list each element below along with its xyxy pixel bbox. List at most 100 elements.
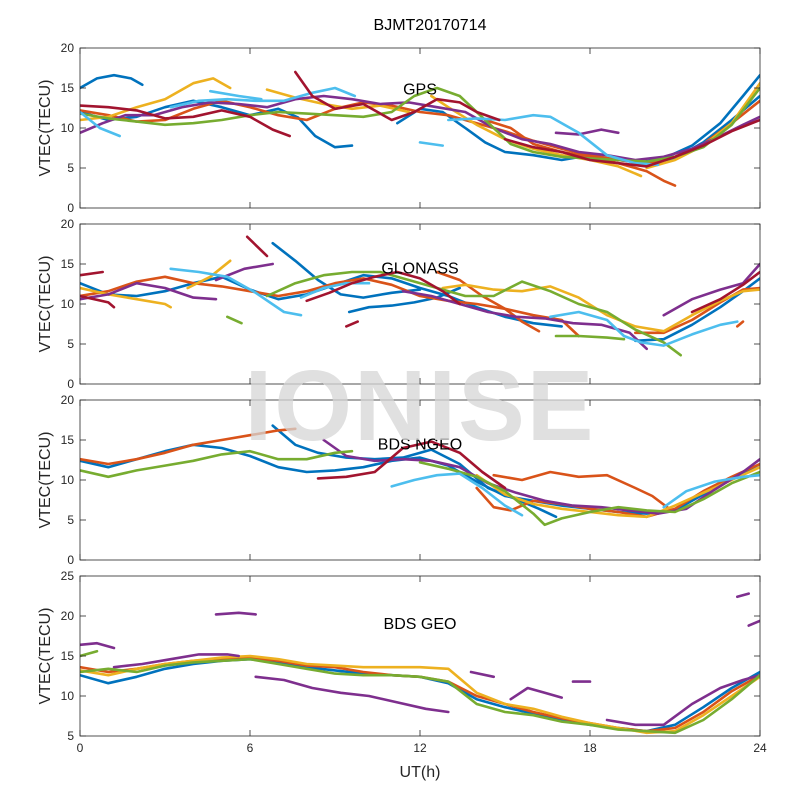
series-line (112, 653, 240, 669)
series-line (316, 440, 507, 490)
x-tick-label: 18 (583, 741, 597, 755)
y-axis-label: VTEC(TECU) (37, 608, 54, 705)
series-line (503, 118, 760, 168)
series-line (690, 270, 760, 314)
series-line (418, 461, 760, 527)
x-tick-label: 12 (413, 741, 427, 755)
y-tick-label: 5 (67, 161, 74, 175)
series-line (299, 281, 371, 299)
y-tick-label: 15 (61, 81, 75, 95)
series-line (447, 113, 660, 167)
series-line (390, 472, 524, 517)
x-tick-label: 6 (247, 741, 254, 755)
series-line (80, 649, 99, 658)
series-line (492, 470, 671, 511)
series-line (294, 70, 501, 122)
series-line (169, 86, 357, 109)
series-line (80, 657, 760, 735)
series-line (80, 110, 121, 138)
y-tick-label: 0 (67, 553, 74, 567)
y-tick-label: 15 (61, 649, 75, 663)
series-line (226, 315, 243, 325)
series-line (634, 286, 760, 335)
chart-title: BJMT20170714 (374, 17, 487, 34)
series-line (80, 104, 291, 138)
series-line (271, 241, 422, 299)
series-line (549, 310, 739, 347)
series-line (418, 141, 444, 147)
y-tick-label: 10 (61, 689, 75, 703)
series-line (662, 473, 760, 509)
series-group (80, 424, 760, 527)
series-line (430, 94, 643, 178)
panel-annotation: BDS GEO (384, 616, 457, 633)
series-line (80, 94, 760, 162)
y-tick-label: 20 (61, 217, 75, 231)
x-axis-label: UT(h) (400, 764, 441, 781)
series-line (169, 267, 303, 317)
series-group (80, 70, 760, 187)
series-line (554, 334, 626, 341)
series-line (80, 294, 116, 309)
series-line (80, 427, 297, 466)
series-line (736, 592, 750, 599)
series-line (209, 89, 263, 101)
series-group (80, 235, 760, 357)
series-line (80, 99, 354, 149)
panel-gps: 0 5 10 15 20 VTEC(TECU) (37, 41, 761, 215)
y-tick-label: 15 (61, 257, 75, 271)
plot-area (80, 224, 760, 384)
series-line (80, 449, 354, 479)
series-line (80, 654, 760, 735)
series-line (435, 270, 541, 333)
y-tick-label: 0 (67, 201, 74, 215)
series-line (80, 270, 104, 277)
y-axis-label: VTEC(TECU) (37, 256, 54, 353)
y-tick-label: 25 (61, 569, 75, 583)
series-line (80, 77, 232, 122)
series-line (483, 118, 677, 187)
series-line (747, 619, 760, 627)
series-line (186, 259, 232, 290)
y-tick-label: 10 (61, 473, 75, 487)
series-line (475, 465, 760, 519)
series-line (80, 86, 760, 163)
y-tick-label: 20 (61, 41, 75, 55)
watermark: IONISE (245, 350, 596, 462)
y-tick-label: 10 (61, 297, 75, 311)
y-tick-label: 15 (61, 433, 75, 447)
y-tick-label: 5 (67, 337, 74, 351)
series-line (345, 320, 359, 328)
y-tick-label: 20 (61, 609, 75, 623)
y-tick-label: 5 (67, 513, 74, 527)
series-group (80, 592, 760, 735)
series-line (469, 670, 495, 679)
series-line (347, 286, 461, 314)
series-line (254, 675, 450, 714)
series-line (662, 262, 760, 317)
series-line (80, 641, 116, 650)
y-tick-label: 5 (67, 729, 74, 743)
series-line (80, 73, 144, 90)
series-line (736, 320, 745, 328)
series-line (305, 270, 461, 306)
series-line (605, 673, 760, 727)
y-axis-label: VTEC(TECU) (37, 432, 54, 529)
panels: 05101520VTEC(TECU)05101520VTEC(TECU)0510… (37, 41, 767, 755)
panel-bds-ngeo: 0 5 10 15 20 VTEC(TECU) (37, 393, 761, 567)
series-line (554, 128, 620, 136)
series-line (509, 686, 563, 701)
panel-glonass: 0 5 10 15 20 VTEC(TECU) (37, 217, 761, 391)
panel-bds-geo: 0 6 12 18 24 5 10 15 20 25 VTEC(TECU) (37, 569, 767, 755)
x-tick-label: 24 (753, 741, 767, 755)
y-axis-label: VTEC(TECU) (37, 80, 54, 177)
series-line (265, 270, 682, 357)
series-line (80, 281, 218, 301)
series-line (245, 235, 269, 258)
y-tick-label: 10 (61, 121, 75, 135)
plot-area (80, 48, 760, 208)
y-tick-label: 20 (61, 393, 75, 407)
series-line (80, 286, 172, 309)
